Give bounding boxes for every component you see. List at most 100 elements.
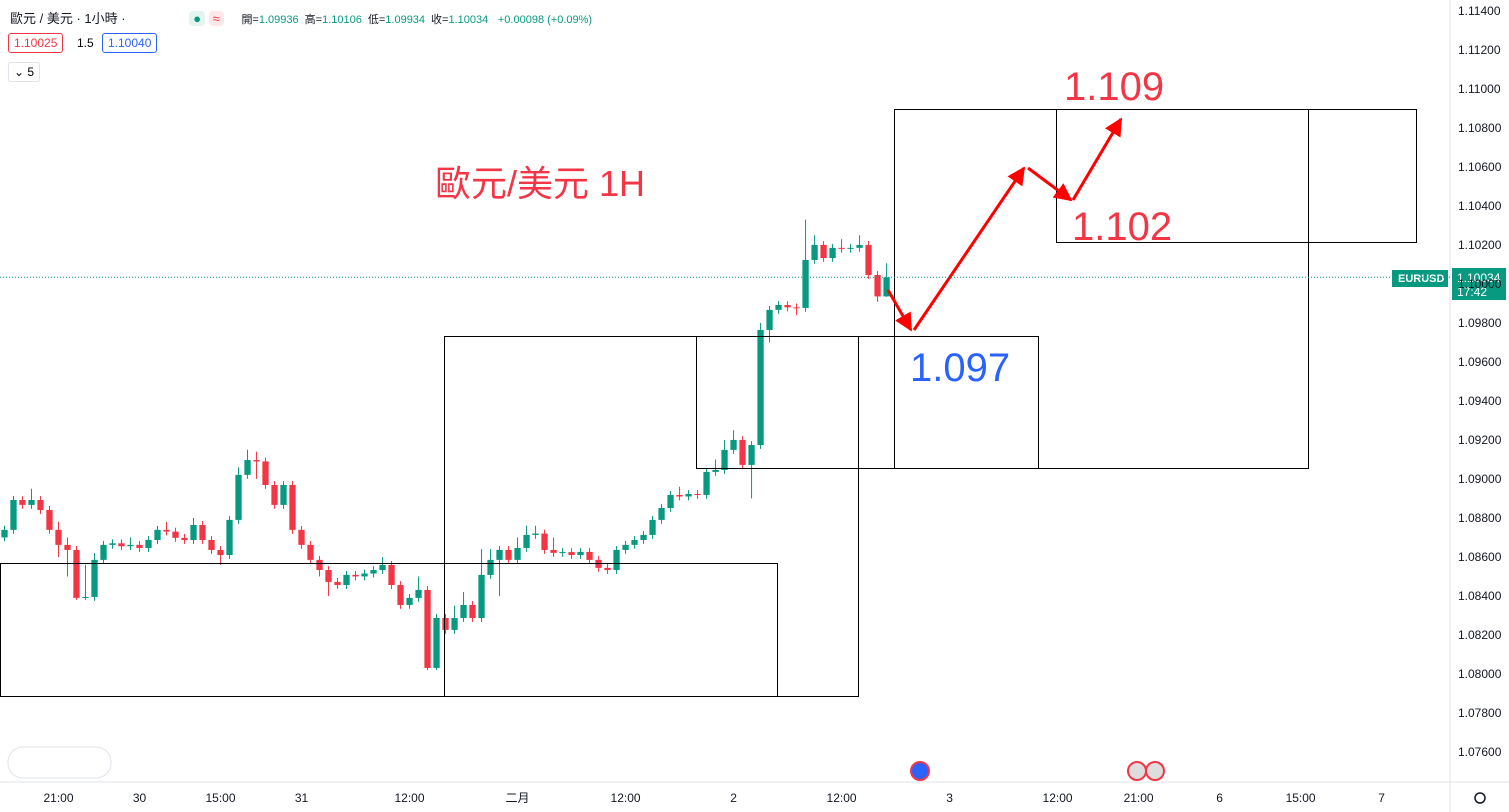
candle-body [631, 539, 638, 545]
y-tick-label: 1.11400 [1458, 4, 1501, 18]
y-tick-label: 1.09000 [1458, 472, 1502, 486]
price-tag [1392, 270, 1448, 287]
arrow [912, 166, 1026, 331]
settings-icon[interactable] [1474, 792, 1486, 804]
candle-body [505, 549, 512, 560]
x-tick-label: 12:00 [827, 791, 857, 805]
candle-body [271, 484, 278, 505]
candle-body [208, 539, 215, 550]
indicator-toggle[interactable]: ⌄ 5 [8, 62, 41, 82]
candle-body [451, 617, 458, 630]
candle-body [487, 559, 494, 575]
candle-body [523, 534, 530, 548]
candle-body [460, 604, 467, 618]
candle-body [802, 259, 809, 308]
candle-body [289, 484, 296, 530]
arrow [1071, 117, 1123, 201]
annotation-target: 1.109 [1064, 65, 1164, 109]
spread: 1.5 [77, 36, 94, 50]
candle-body [73, 549, 80, 598]
candle-body [352, 574, 359, 577]
candle-body [748, 445, 755, 465]
arrow [1027, 166, 1073, 202]
bid[interactable]: 1.10025 [8, 33, 64, 53]
ohlc: 開=1.09936 高=1.10106 低=1.09934 收=1.10034 [241, 14, 494, 26]
candle-body [424, 589, 431, 668]
candle-body [109, 543, 116, 545]
status-icon[interactable]: ≈ [208, 11, 224, 26]
candle-body [775, 304, 782, 310]
candle-body [145, 539, 152, 548]
candle-body [559, 552, 566, 554]
status-dot[interactable]: ● [189, 11, 206, 26]
candle-body [442, 617, 449, 630]
candle-body [190, 524, 197, 540]
candle-body [10, 500, 17, 530]
candle-body [622, 544, 629, 550]
candle-body [847, 247, 854, 249]
ask[interactable]: 1.10040 [102, 33, 158, 53]
candle-body [820, 244, 827, 259]
candle-body [370, 570, 377, 574]
candle-body [703, 471, 710, 495]
x-tick-label: 7 [1378, 791, 1385, 805]
zone-box [894, 109, 1309, 469]
symbol: 歐元 / 美元 · 1小時 · [10, 11, 126, 26]
candle-body [550, 549, 557, 553]
y-tick-label: 1.11200 [1458, 43, 1501, 57]
x-tick-label: 6 [1216, 791, 1223, 805]
candle-body [730, 439, 737, 450]
candle-body [838, 247, 845, 249]
candle-body [676, 494, 683, 497]
candle-body [37, 500, 44, 510]
candle-body [334, 581, 341, 586]
y-tick-label: 1.10400 [1458, 199, 1502, 213]
candle-body [397, 585, 404, 605]
y-tick-label: 1.09800 [1458, 316, 1502, 330]
candle-body [280, 484, 287, 505]
x-tick-label: 二月 [506, 791, 530, 805]
candle-body [856, 244, 863, 248]
candle-body [514, 547, 521, 560]
candle-body [433, 617, 440, 668]
x-tick-label: 21:00 [43, 791, 73, 805]
price-tag-countdown: 17:42 [1457, 285, 1487, 299]
candle-body [739, 439, 746, 465]
candle-body [19, 500, 26, 505]
price-tag-symbol: EURUSD [1398, 273, 1445, 285]
x-tick-label: 15:00 [205, 791, 235, 805]
candle-body [649, 519, 656, 535]
candle-body [136, 544, 143, 548]
ohlc-value: 1.10106 [322, 14, 362, 26]
event-icon[interactable] [1145, 761, 1165, 781]
event-icon[interactable] [1127, 761, 1147, 781]
candle-body [127, 544, 134, 547]
x-tick-label: 3 [946, 791, 953, 805]
header: 歐元 / 美元 · 1小時 · ● ≈ 開=1.09936 高=1.10106 低=… [10, 8, 592, 27]
candle-body [118, 543, 125, 547]
candle-body [757, 329, 764, 446]
search-pill[interactable] [7, 746, 112, 779]
candle-body [568, 552, 575, 556]
candle-body [541, 533, 548, 550]
candle-body [415, 589, 422, 598]
candle-body [883, 277, 890, 297]
price-tag [1452, 268, 1506, 300]
candle-body [793, 307, 800, 309]
candle-body [199, 524, 206, 540]
event-icon[interactable] [910, 761, 930, 781]
candle-body [658, 508, 665, 520]
zone-box [696, 336, 1039, 469]
candle-body [496, 549, 503, 560]
candle-body [784, 304, 791, 308]
candle-body [181, 537, 188, 540]
annotation-target: 1.102 [1072, 205, 1172, 249]
x-tick-label: 12:00 [395, 791, 425, 805]
zone-box [0, 563, 778, 697]
zone-box [444, 336, 859, 697]
ohlc-label: 高= [304, 14, 323, 26]
candle-body [685, 493, 692, 497]
candle-body [406, 597, 413, 605]
y-tick-label: 1.08800 [1458, 511, 1502, 525]
